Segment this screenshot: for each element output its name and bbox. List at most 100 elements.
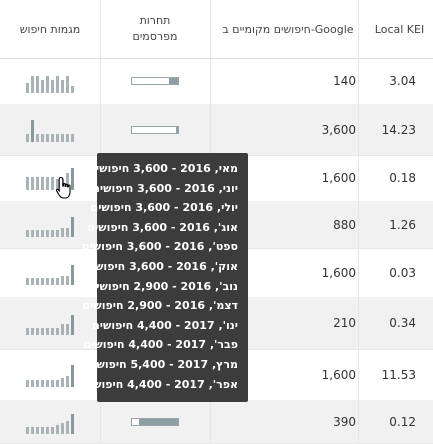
trend-bar xyxy=(41,426,44,434)
trend-bar xyxy=(61,133,64,142)
trend-bar xyxy=(41,379,44,387)
trend-bar xyxy=(61,422,64,434)
trend-bar xyxy=(41,328,44,335)
trend-sparkline[interactable] xyxy=(26,410,74,434)
trend-bar xyxy=(71,133,74,142)
trend-bar xyxy=(31,426,34,434)
competition-cell xyxy=(100,104,210,155)
trend-bar xyxy=(66,324,69,335)
trend-sparkline[interactable] xyxy=(26,213,74,237)
trend-bar xyxy=(51,80,54,93)
trend-bar xyxy=(51,229,54,237)
competition-bar-fill xyxy=(168,78,178,84)
trend-bar xyxy=(46,229,49,237)
trend-sparkline[interactable] xyxy=(26,166,74,190)
trend-bar xyxy=(56,133,59,142)
trend-bar xyxy=(61,377,64,387)
search-trend-cell[interactable] xyxy=(0,248,100,297)
trend-bar xyxy=(71,364,74,387)
trend-bar xyxy=(56,424,59,434)
table-row[interactable]: 0.12 390 xyxy=(0,400,433,444)
kei-value: 0.12 xyxy=(389,414,416,429)
trend-bar xyxy=(51,133,54,142)
trend-bar xyxy=(31,229,34,237)
trend-bar xyxy=(46,133,49,142)
trend-bar xyxy=(36,229,39,237)
trend-bar xyxy=(71,86,74,93)
competition-bar-fill xyxy=(138,418,178,425)
trend-sparkline[interactable] xyxy=(26,311,74,335)
competition-cell xyxy=(100,58,210,104)
trend-bar xyxy=(26,277,29,285)
trend-bar xyxy=(46,328,49,335)
header-searches-label: חיפושים מקומיים ב-Google xyxy=(222,22,354,36)
table-row[interactable]: 3.04 140 xyxy=(0,58,433,105)
search-trend-cell[interactable] xyxy=(0,400,100,443)
header-trend-label: מגמות חיפוש xyxy=(19,22,81,36)
search-trend-cell[interactable] xyxy=(0,201,100,248)
kei-value: 1.26 xyxy=(389,217,416,232)
tooltip-line: ינו', 2017 - 4,400 חיפושים xyxy=(92,318,238,332)
trend-bar xyxy=(41,80,44,93)
trend-bar xyxy=(66,375,69,387)
search-trend-cell[interactable] xyxy=(0,104,100,155)
local-searches-value: 210 xyxy=(333,316,356,330)
trend-bar xyxy=(66,76,69,93)
trend-sparkline[interactable] xyxy=(26,118,74,142)
header-competition[interactable]: תחרות מפרסמים xyxy=(100,0,210,58)
trend-bar xyxy=(36,379,39,387)
trend-bar xyxy=(41,133,44,142)
tooltip-line: אפר', 2017 - 4,400 חיפושים xyxy=(82,377,238,391)
trend-bar xyxy=(56,179,59,190)
search-trend-cell[interactable] xyxy=(0,155,100,201)
trend-bar xyxy=(31,328,34,335)
trend-bar xyxy=(66,173,69,190)
trend-bar xyxy=(56,229,59,237)
search-trend-cell[interactable] xyxy=(0,349,100,400)
trend-bar xyxy=(26,426,29,434)
trend-bar xyxy=(26,328,29,335)
search-trend-cell[interactable] xyxy=(0,58,100,104)
header-competition-line2: מפרסמים xyxy=(132,30,178,43)
header-local-kei[interactable]: Local KEI xyxy=(366,0,433,58)
header-kei-label: Local KEI xyxy=(374,22,425,36)
hand-pointer-icon xyxy=(55,176,71,199)
trend-bar xyxy=(46,426,49,434)
table-row[interactable]: 14.23 3,600 xyxy=(0,104,433,156)
trend-bar xyxy=(36,133,39,142)
kei-value: 0.18 xyxy=(389,171,416,185)
trend-bar xyxy=(31,177,34,190)
tooltip-line: מאי, 2016 - 3,600 חיפושים xyxy=(88,162,238,175)
trend-bar xyxy=(56,277,59,285)
trend-bar xyxy=(51,379,54,387)
trend-bar xyxy=(71,315,74,335)
trend-bar xyxy=(46,177,49,190)
trend-sparkline[interactable] xyxy=(26,261,74,285)
tooltip-line: נוב', 2016 - 2,900 חיפושים xyxy=(88,279,238,293)
trend-bar xyxy=(61,80,64,93)
trend-bar xyxy=(46,76,49,93)
local-searches-value: 3,600 xyxy=(321,122,356,137)
search-trend-cell[interactable] xyxy=(0,297,100,349)
trend-bar xyxy=(36,328,39,335)
trend-bar xyxy=(26,177,29,190)
header-local-searches[interactable]: חיפושים מקומיים ב-Google xyxy=(210,0,366,58)
kei-value: 0.34 xyxy=(389,316,416,330)
trend-bar xyxy=(46,277,49,285)
trend-bar xyxy=(66,275,69,285)
tooltip-line: דצמ', 2016 - 2,900 חיפושים xyxy=(82,299,238,313)
trend-bar xyxy=(36,76,39,93)
local-searches-value: 880 xyxy=(333,217,356,232)
header-search-trend[interactable]: מגמות חיפוש xyxy=(0,0,100,58)
trend-bar xyxy=(56,328,59,335)
tooltip-line: ספט', 2016 - 3,600 חיפושים xyxy=(81,240,238,254)
trend-bar xyxy=(51,328,54,335)
tooltip-line: אוק', 2016 - 3,600 חיפושים xyxy=(84,259,238,273)
trend-tooltip: מאי, 2016 - 3,600 חיפושים יוני, 2016 - 3,… xyxy=(81,153,248,402)
competition-bar xyxy=(131,125,179,134)
local-searches-value: 140 xyxy=(333,74,356,88)
trend-sparkline[interactable] xyxy=(26,69,74,93)
trend-sparkline[interactable] xyxy=(26,363,74,387)
trend-bar xyxy=(51,426,54,434)
trend-bar xyxy=(26,229,29,237)
